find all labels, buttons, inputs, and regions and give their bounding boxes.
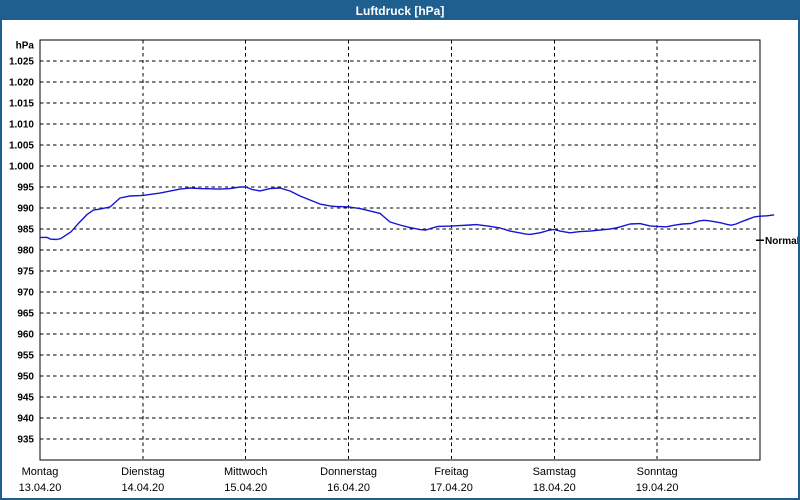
svg-text:970: 970 [17,288,34,299]
svg-text:13.04.20: 13.04.20 [19,482,62,494]
svg-text:985: 985 [17,225,34,236]
svg-text:990: 990 [17,204,34,215]
svg-text:Dienstag: Dienstag [121,466,164,478]
svg-text:14.04.20: 14.04.20 [121,482,164,494]
svg-text:960: 960 [17,330,34,341]
svg-text:Sonntag: Sonntag [637,466,678,478]
svg-text:1.025: 1.025 [9,57,34,68]
svg-text:16.04.20: 16.04.20 [327,482,370,494]
svg-text:980: 980 [17,246,34,257]
svg-text:17.04.20: 17.04.20 [430,482,473,494]
svg-text:Donnerstag: Donnerstag [320,466,377,478]
svg-text:15.04.20: 15.04.20 [224,482,267,494]
svg-text:Mittwoch: Mittwoch [224,466,267,478]
svg-text:Montag: Montag [22,466,59,478]
svg-text:1.015: 1.015 [9,99,34,110]
svg-text:Samstag: Samstag [533,466,576,478]
svg-text:935: 935 [17,435,34,446]
svg-text:940: 940 [17,414,34,425]
svg-text:18.04.20: 18.04.20 [533,482,576,494]
svg-text:1.010: 1.010 [9,120,34,131]
svg-text:975: 975 [17,267,34,278]
svg-text:hPa: hPa [16,41,35,52]
svg-text:945: 945 [17,393,34,404]
svg-text:19.04.20: 19.04.20 [636,482,679,494]
svg-text:Freitag: Freitag [434,466,468,478]
svg-text:Normal: Normal [765,236,800,247]
svg-text:965: 965 [17,309,34,320]
svg-text:1.020: 1.020 [9,78,34,89]
svg-text:955: 955 [17,351,34,362]
svg-text:950: 950 [17,372,34,383]
svg-text:1.000: 1.000 [9,162,34,173]
svg-text:995: 995 [17,183,34,194]
svg-text:1.005: 1.005 [9,141,34,152]
